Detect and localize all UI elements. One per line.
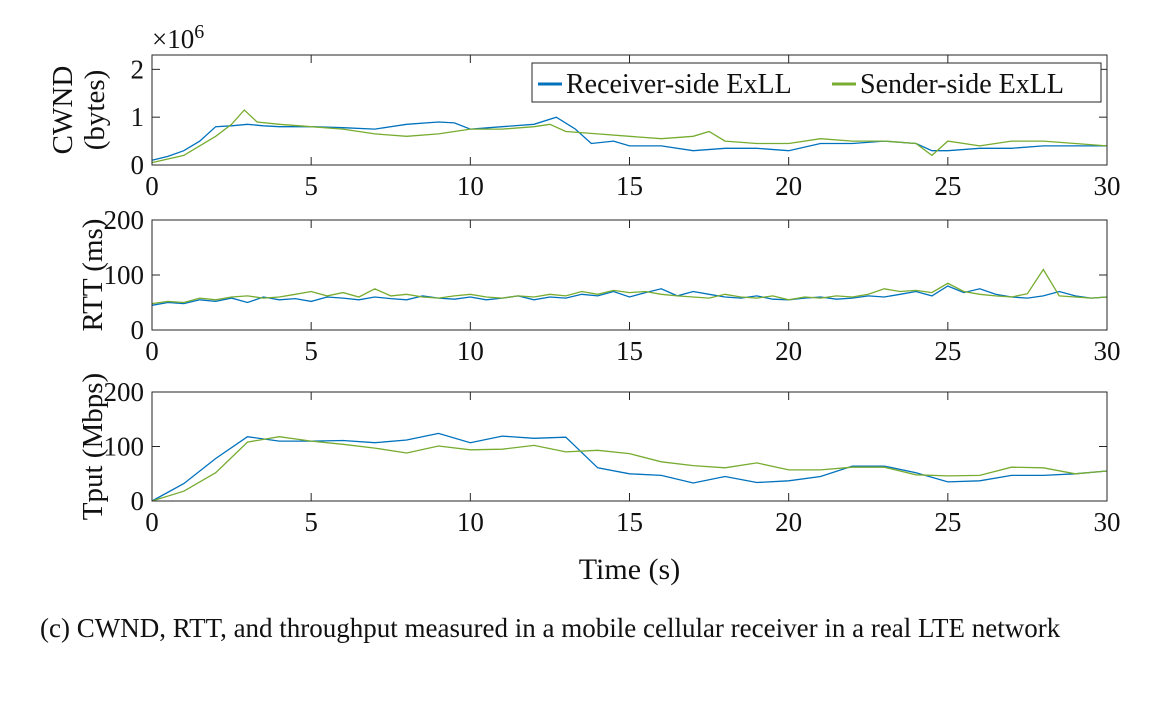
exponent-power: 6: [194, 21, 204, 43]
x-tick-label: 25: [934, 171, 961, 201]
series-line-cwnd-receiver: [151, 116, 1107, 161]
y-tick-label: 0: [131, 150, 145, 180]
x-tick-label: 10: [457, 507, 484, 537]
legend-entry: Receiver-side ExLL: [566, 69, 792, 100]
x-tick-label: 20: [775, 171, 802, 201]
legend-entry: Sender-side ExLL: [860, 69, 1064, 100]
series-line-tput-receiver: [151, 432, 1108, 502]
x-tick-label: 15: [616, 507, 643, 537]
x-tick-label: 0: [145, 507, 159, 537]
y-tick-label: 0: [131, 486, 145, 516]
series-line-cwnd-sender: [151, 109, 1108, 164]
y-axis-label: RTT (ms): [77, 219, 109, 332]
x-tick-label: 15: [616, 336, 643, 366]
axes-box: [151, 219, 1108, 331]
series-line-rtt-receiver: [151, 285, 1108, 306]
y-tick-label: 100: [104, 260, 145, 290]
x-tick-label: 5: [304, 171, 318, 201]
legend-box: [531, 62, 1102, 103]
series-line-tput-sender: [151, 436, 1108, 502]
x-tick-label: 20: [775, 507, 802, 537]
x-tick-label: 30: [1094, 171, 1121, 201]
y-axis-label: (bytes): [79, 70, 111, 151]
figure-caption: (c) CWND, RTT, and throughput measured i…: [40, 613, 1061, 643]
y-tick-label: 2: [131, 54, 145, 84]
y-tick-label: 200: [104, 377, 145, 407]
y-tick-label: 1: [131, 102, 145, 132]
series-line-rtt-sender: [151, 268, 1108, 305]
x-tick-label: 25: [934, 507, 961, 537]
y-axis-label: CWND: [47, 66, 79, 155]
y-tick-label: 100: [104, 432, 145, 462]
x-axis-label: Time (s): [579, 553, 680, 586]
figure: 0 5 10 15 20 25 30 0 1 2 CWND (bytes) ×106 Receiver-s…: [47, 21, 1121, 586]
y-tick-label: 0: [131, 315, 145, 345]
x-tick-label: 10: [457, 171, 484, 201]
axes-box: [151, 391, 1108, 502]
exponent-label: ×106: [152, 21, 204, 54]
x-tick-label: 30: [1094, 507, 1121, 537]
panel-cwnd: 0 5 10 15 20 25 30 0 1 2 CWND (bytes) ×106 Receiver-s…: [47, 21, 1121, 201]
x-tick-label: 5: [304, 507, 318, 537]
x-tick-label: 10: [457, 336, 484, 366]
legend: Receiver-side ExLL Sender-side ExLL: [531, 62, 1102, 103]
x-tick-label: 20: [775, 336, 802, 366]
x-tick-label: 0: [145, 171, 159, 201]
y-axis-label: Tput (Mbps): [77, 373, 109, 520]
x-tick-label: 30: [1094, 336, 1121, 366]
x-tick-label: 25: [934, 336, 961, 366]
x-tick-label: 5: [304, 336, 318, 366]
x-tick-label: 15: [616, 171, 643, 201]
x-tick-label: 0: [145, 336, 159, 366]
y-tick-label: 200: [104, 205, 145, 235]
